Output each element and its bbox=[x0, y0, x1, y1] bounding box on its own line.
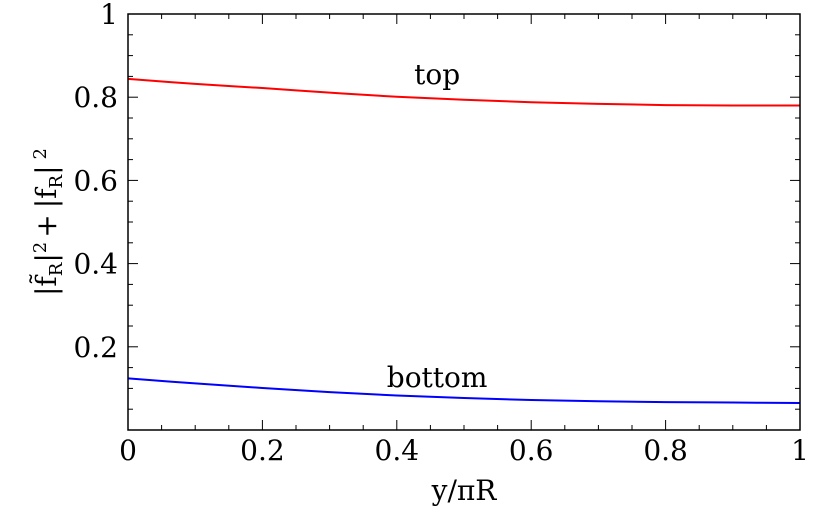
y-axis-label-plus: + bbox=[30, 214, 63, 237]
x-tick-label: 0.2 bbox=[240, 434, 285, 467]
x-tick-label: 0.8 bbox=[643, 434, 688, 467]
y-axis-label-f-tilde: f̃ bbox=[29, 274, 63, 287]
annotation-bottom: bottom bbox=[387, 361, 488, 394]
y-axis-label-superscript-2: 2 bbox=[30, 148, 51, 159]
y-tick-label: 0.6 bbox=[73, 164, 118, 197]
y-axis-label-f: f bbox=[30, 186, 63, 199]
y-axis-label-open-bar: | bbox=[30, 287, 63, 296]
x-tick-label: 1 bbox=[791, 434, 809, 467]
x-axis-label: y/πR bbox=[431, 474, 498, 506]
y-axis-label-close-bar: | bbox=[30, 253, 63, 262]
y-tick-label: 0.2 bbox=[73, 331, 118, 364]
y-axis-label-open-bar-2: | bbox=[30, 199, 63, 208]
x-tick-label: 0 bbox=[119, 434, 137, 467]
tick-labels: 0 0.2 0.4 0.6 0.8 1 0.2 0.4 0.6 0.8 1 bbox=[73, 0, 808, 467]
y-axis-label-subscript-2: R bbox=[46, 174, 67, 188]
y-tick-label: 1 bbox=[100, 0, 118, 31]
series-lines bbox=[127, 77, 801, 404]
annotation-top: top bbox=[414, 58, 460, 91]
x-tick-label: 0.4 bbox=[375, 434, 420, 467]
y-axis-label: |f̃R|2+|fR|2 bbox=[29, 148, 67, 296]
annotations: top bottom bbox=[387, 58, 488, 394]
y-axis-label-close-bar-2: | bbox=[30, 165, 63, 174]
y-tick-label: 0.4 bbox=[73, 248, 118, 281]
y-tick-label: 0.8 bbox=[73, 81, 118, 114]
y-axis-label-subscript: R bbox=[46, 262, 67, 276]
series-line-top bbox=[127, 77, 801, 107]
x-tick-label: 0.6 bbox=[509, 434, 554, 467]
y-axis-label-superscript: 2 bbox=[30, 242, 51, 253]
series-line-bottom bbox=[127, 377, 801, 404]
plot-frame bbox=[127, 13, 801, 431]
